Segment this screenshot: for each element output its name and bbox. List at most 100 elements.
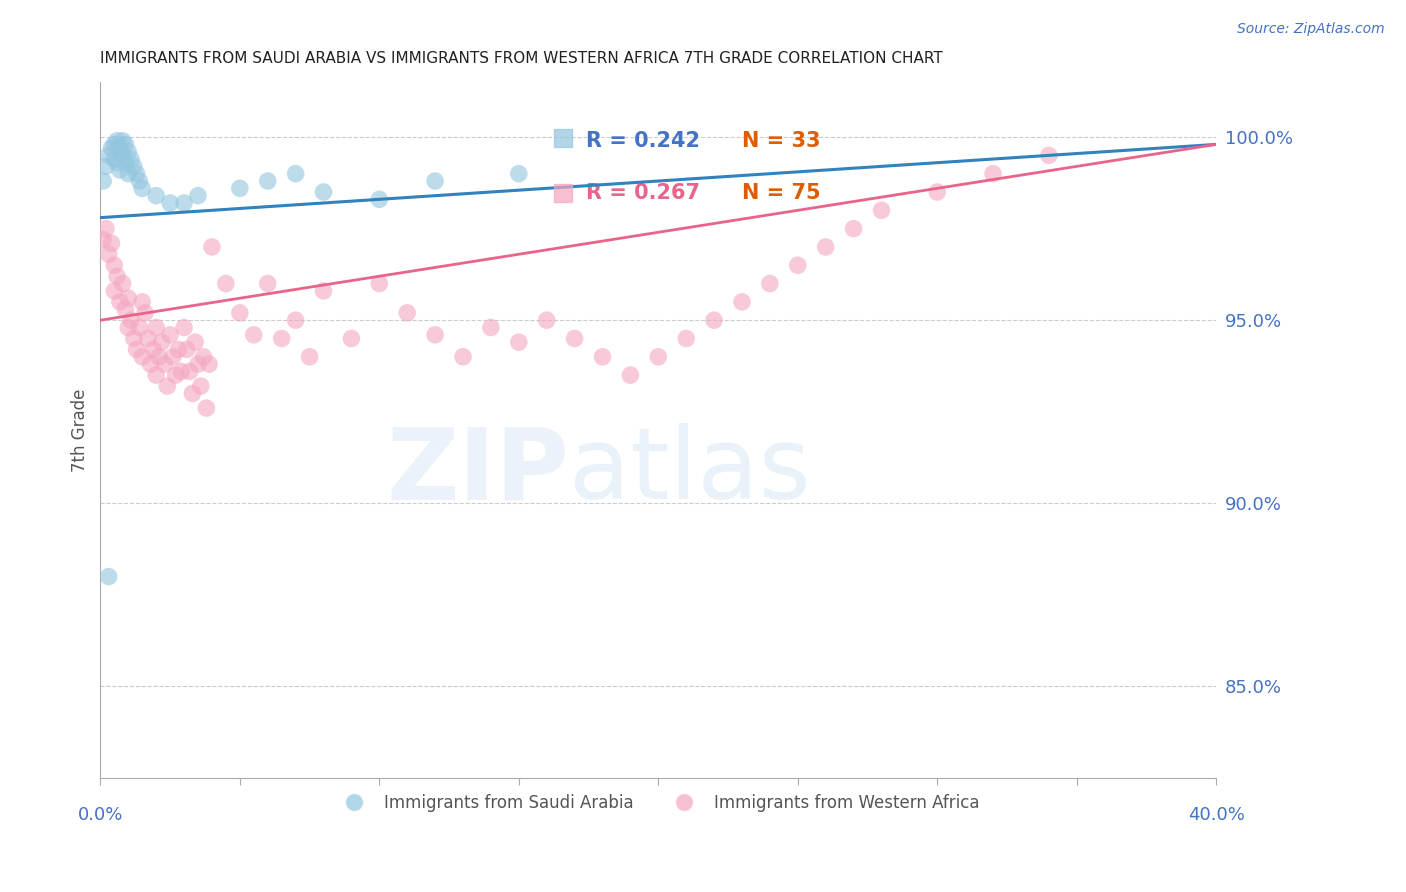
Point [243, 327, 266, 342]
Point [298, 350, 321, 364]
Point [117, 320, 139, 334]
Point [156, 379, 179, 393]
Point [111, 134, 134, 148]
Point [173, 320, 195, 334]
Point [675, 331, 697, 345]
Point [108, 141, 131, 155]
Point [134, 306, 156, 320]
Point [647, 350, 669, 364]
Point [145, 368, 167, 383]
Point [703, 313, 725, 327]
Point [103, 284, 125, 298]
Point [97, 247, 120, 261]
Point [981, 167, 1004, 181]
Text: Source: ZipAtlas.com: Source: ZipAtlas.com [1237, 22, 1385, 37]
Point [91, 174, 114, 188]
Point [423, 327, 446, 342]
Point [94, 221, 117, 235]
Point [114, 302, 136, 317]
Point [396, 306, 419, 320]
Point [105, 155, 128, 169]
Point [170, 364, 193, 378]
Point [103, 258, 125, 272]
Point [256, 174, 278, 188]
Point [312, 185, 335, 199]
Point [619, 368, 641, 383]
Text: IMMIGRANTS FROM SAUDI ARABIA VS IMMIGRANTS FROM WESTERN AFRICA 7TH GRADE CORRELA: IMMIGRANTS FROM SAUDI ARABIA VS IMMIGRAN… [100, 51, 943, 66]
Point [786, 258, 808, 272]
Point [814, 240, 837, 254]
Point [270, 331, 292, 345]
Point [176, 343, 198, 357]
Point [148, 350, 170, 364]
Point [91, 233, 114, 247]
Point [142, 343, 165, 357]
Point [153, 357, 176, 371]
Point [150, 335, 173, 350]
Point [145, 320, 167, 334]
Point [103, 137, 125, 152]
Point [167, 343, 190, 357]
Point [215, 277, 238, 291]
Point [564, 331, 586, 345]
Point [103, 152, 125, 166]
Point [479, 320, 502, 334]
Point [145, 188, 167, 202]
Point [114, 155, 136, 169]
Point [229, 181, 252, 195]
Point [198, 357, 221, 371]
Point [105, 269, 128, 284]
Point [97, 148, 120, 162]
Point [340, 331, 363, 345]
Text: 0.0%: 0.0% [77, 805, 124, 824]
Point [105, 134, 128, 148]
Point [187, 188, 209, 202]
Text: N = 75: N = 75 [742, 184, 821, 203]
Point [117, 167, 139, 181]
Point [284, 167, 307, 181]
Point [108, 163, 131, 178]
Point [284, 313, 307, 327]
Text: 40.0%: 40.0% [1188, 805, 1244, 824]
Point [842, 221, 865, 235]
Legend: Immigrants from Saudi Arabia, Immigrants from Western Africa: Immigrants from Saudi Arabia, Immigrants… [330, 787, 986, 818]
Point [195, 401, 218, 416]
Point [536, 313, 558, 327]
Point [131, 181, 153, 195]
Point [159, 327, 181, 342]
Point [122, 331, 145, 345]
Point [193, 350, 215, 364]
Point [508, 167, 530, 181]
Point [128, 320, 150, 334]
Text: R = 0.242: R = 0.242 [586, 131, 700, 152]
Point [187, 357, 209, 371]
Point [312, 284, 335, 298]
Point [117, 145, 139, 159]
Point [759, 277, 782, 291]
Text: ZIP: ZIP [387, 424, 569, 520]
Point [111, 148, 134, 162]
Point [125, 167, 148, 181]
Text: R = 0.267: R = 0.267 [586, 184, 700, 203]
Point [368, 277, 391, 291]
Point [229, 306, 252, 320]
Point [184, 335, 207, 350]
Point [870, 203, 893, 218]
Text: N = 33: N = 33 [742, 131, 821, 152]
Point [117, 291, 139, 305]
Point [122, 160, 145, 174]
Point [136, 331, 159, 345]
Point [165, 368, 187, 383]
Point [131, 350, 153, 364]
Text: atlas: atlas [569, 424, 811, 520]
Point [256, 277, 278, 291]
Point [190, 379, 212, 393]
Point [508, 335, 530, 350]
Point [108, 294, 131, 309]
Point [1038, 148, 1060, 162]
Point [94, 160, 117, 174]
Point [125, 343, 148, 357]
Point [159, 196, 181, 211]
Point [368, 192, 391, 206]
Point [179, 364, 201, 378]
